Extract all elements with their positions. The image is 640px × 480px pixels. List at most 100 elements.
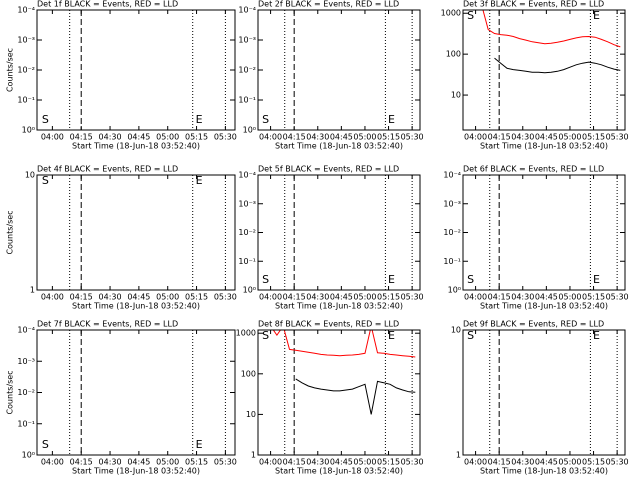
x-tick-label: 04:30 <box>306 458 329 467</box>
x-tick-label: 04:45 <box>330 458 353 467</box>
panel: Det 7f BLACK = Events, RED = LLD Start Ti… <box>6 320 237 476</box>
plot-frame <box>36 9 236 131</box>
plot-frame <box>257 329 421 456</box>
panel-title: Det 3f BLACK = Events, RED = LLD <box>463 0 604 9</box>
data-line <box>494 57 621 74</box>
x-tick-label: 05:30 <box>606 293 629 302</box>
x-axis-label: Start Time (18-Jun-18 03:52:40) <box>480 467 608 476</box>
plot-frame <box>257 9 421 131</box>
x-axis-label: Start Time (18-Jun-18 03:52:40) <box>275 302 403 311</box>
y-tick-label: 10 <box>451 91 461 100</box>
x-tick-label: 04:30 <box>99 133 122 142</box>
panel: Det 4f BLACK = Events, RED = LLD Start Ti… <box>6 165 237 311</box>
panel-title: Det 1f BLACK = Events, RED = LLD <box>37 0 178 9</box>
x-tick-label: 04:00 <box>464 133 487 142</box>
panel-title: Det 9f BLACK = Events, RED = LLD <box>463 320 604 329</box>
y-tick-label: 1000 <box>236 329 256 338</box>
y-tick-label: 10⁻⁴ <box>238 6 256 15</box>
x-tick-label: 04:00 <box>259 293 282 302</box>
y-tick-label: 10⁻³ <box>17 36 35 45</box>
x-tick-label: 04:45 <box>127 133 150 142</box>
x-axis-label: Start Time (18-Jun-18 03:52:40) <box>275 142 403 151</box>
x-tick-label: 05:15 <box>377 133 400 142</box>
panel: Det 8f BLACK = Events, RED = LLD Start Ti… <box>236 320 424 476</box>
y-tick-label: 10⁻⁴ <box>17 6 35 15</box>
panel-title: Det 4f BLACK = Events, RED = LLD <box>37 165 178 174</box>
y-tick-label: 10⁻¹ <box>238 257 256 266</box>
annotation: E <box>388 273 395 286</box>
panel: Det 5f BLACK = Events, RED = LLD Start Ti… <box>238 165 423 311</box>
x-tick-label: 05:00 <box>353 293 376 302</box>
y-tick-label: 1000 <box>441 9 461 18</box>
y-tick-label: 100 <box>446 50 461 59</box>
y-axis-label: Counts/sec <box>6 48 15 92</box>
y-tick-label: 10 <box>246 410 256 419</box>
x-axis-label: Start Time (18-Jun-18 03:52:40) <box>72 142 200 151</box>
x-tick-label: 04:00 <box>41 293 64 302</box>
plot-frame <box>462 9 626 131</box>
annotation: S <box>42 174 49 187</box>
panel: Det 1f BLACK = Events, RED = LLD Start Ti… <box>6 0 237 151</box>
y-tick-label: 10⁻⁴ <box>17 326 35 335</box>
y-tick-label: 10 <box>25 171 35 180</box>
x-tick-label: 04:45 <box>330 133 353 142</box>
annotation: S <box>467 273 474 286</box>
x-tick-label: 04:45 <box>535 458 558 467</box>
y-tick-label: 10⁰ <box>448 286 461 295</box>
x-tick-label: 04:00 <box>41 458 64 467</box>
plot-frame <box>462 329 626 456</box>
annotation: E <box>196 174 203 187</box>
x-tick-label: 04:15 <box>70 458 93 467</box>
x-tick-label: 04:00 <box>259 458 282 467</box>
x-tick-label: 05:15 <box>377 293 400 302</box>
x-tick-label: 05:30 <box>214 293 237 302</box>
panel: Det 2f BLACK = Events, RED = LLD Start Ti… <box>238 0 423 151</box>
x-tick-label: 04:45 <box>127 458 150 467</box>
y-tick-label: 10⁻¹ <box>238 96 256 105</box>
y-tick-label: 10⁻² <box>443 228 461 237</box>
y-tick-label: 10⁻¹ <box>17 96 35 105</box>
panel-title: Det 6f BLACK = Events, RED = LLD <box>463 165 604 174</box>
x-tick-label: 05:00 <box>558 458 581 467</box>
x-tick-label: 04:15 <box>488 458 511 467</box>
x-tick-label: 04:15 <box>488 293 511 302</box>
annotation: S <box>42 113 49 126</box>
data-line <box>482 10 621 48</box>
x-axis-label: Start Time (18-Jun-18 03:52:40) <box>72 302 200 311</box>
plot-frame <box>462 174 626 291</box>
annotation: E <box>388 113 395 126</box>
x-tick-label: 04:45 <box>330 293 353 302</box>
panel-title: Det 2f BLACK = Events, RED = LLD <box>258 0 399 9</box>
plot-area <box>482 10 621 74</box>
x-tick-label: 04:15 <box>283 133 306 142</box>
panel-title: Det 5f BLACK = Events, RED = LLD <box>258 165 399 174</box>
x-tick-label: 04:15 <box>283 458 306 467</box>
x-tick-label: 05:00 <box>156 133 179 142</box>
x-tick-label: 05:00 <box>156 458 179 467</box>
panel: Det 6f BLACK = Events, RED = LLD Start Ti… <box>443 165 628 311</box>
y-tick-label: 1 <box>251 451 256 460</box>
annotation: S <box>262 113 269 126</box>
y-tick-label: 10⁰ <box>243 126 256 135</box>
data-line <box>295 378 416 415</box>
x-tick-label: 04:30 <box>99 458 122 467</box>
x-tick-label: 05:30 <box>606 458 629 467</box>
x-tick-label: 04:00 <box>464 293 487 302</box>
x-tick-label: 05:30 <box>606 133 629 142</box>
y-tick-label: 10⁻² <box>238 228 256 237</box>
x-tick-label: 05:00 <box>353 458 376 467</box>
x-tick-label: 04:00 <box>464 458 487 467</box>
y-tick-label: 10⁰ <box>22 451 35 460</box>
x-tick-label: 05:15 <box>185 293 208 302</box>
y-tick-label: 10⁻² <box>17 388 35 397</box>
x-tick-label: 05:15 <box>582 293 605 302</box>
x-tick-label: 05:00 <box>558 133 581 142</box>
x-tick-label: 04:15 <box>70 293 93 302</box>
x-tick-label: 05:30 <box>401 293 424 302</box>
y-tick-label: 10⁻³ <box>238 36 256 45</box>
y-axis-label: Counts/sec <box>6 210 15 254</box>
annotation: S <box>262 329 269 342</box>
y-tick-label: 10⁻³ <box>443 199 461 208</box>
y-tick-label: 10⁻⁴ <box>443 171 461 180</box>
